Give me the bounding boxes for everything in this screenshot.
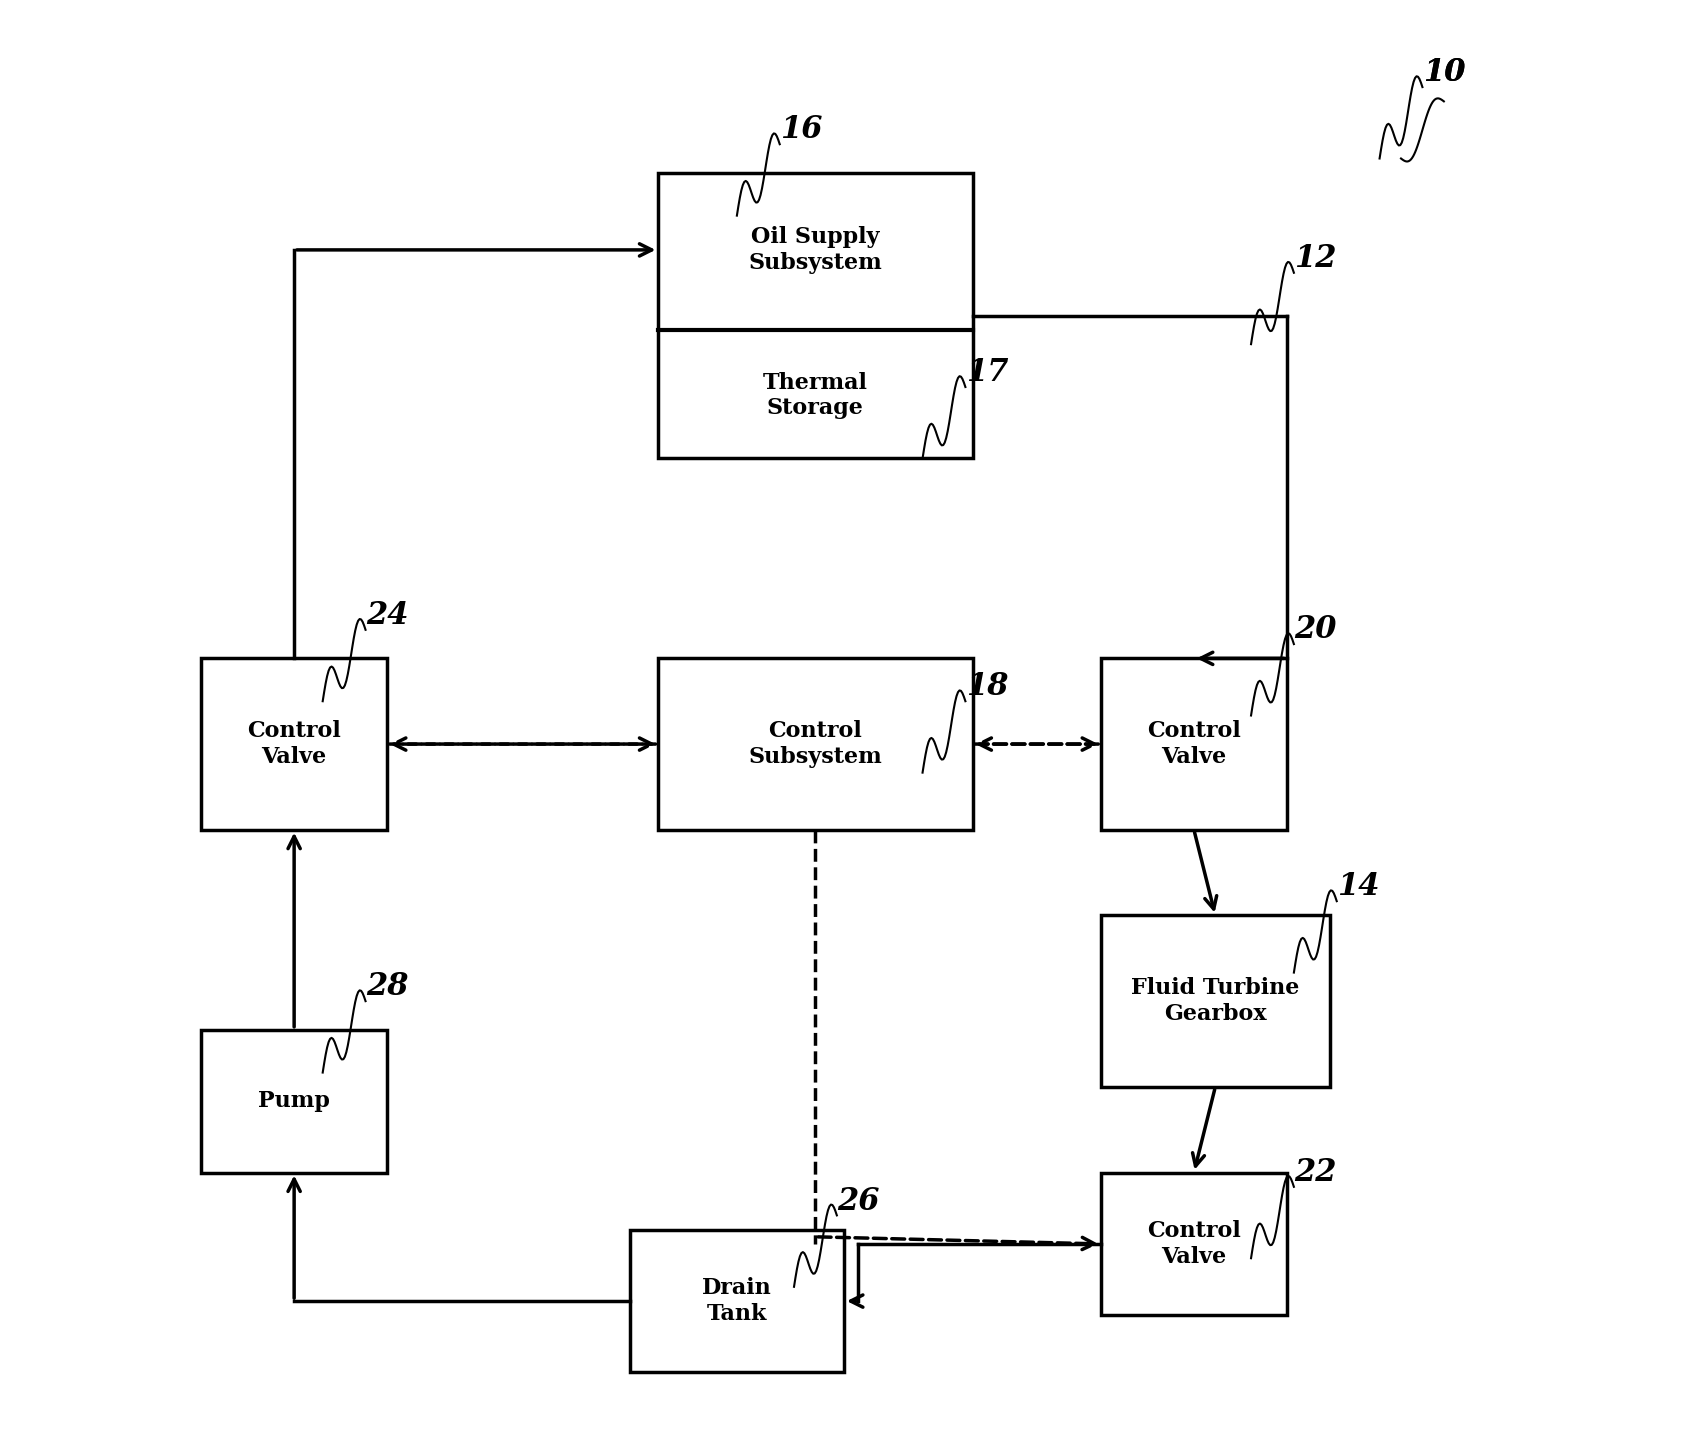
- Bar: [1101, 916, 1330, 1086]
- Text: Control
Subsystem: Control Subsystem: [748, 720, 883, 768]
- Text: 16: 16: [780, 114, 822, 146]
- Text: 28: 28: [366, 972, 408, 1002]
- Bar: [201, 658, 387, 830]
- Bar: [1101, 1172, 1286, 1315]
- Text: 26: 26: [837, 1186, 879, 1216]
- Text: Thermal
Storage: Thermal Storage: [763, 372, 868, 419]
- Text: Control
Valve: Control Valve: [1148, 1221, 1241, 1268]
- Text: 14: 14: [1337, 871, 1379, 903]
- Text: 18: 18: [966, 671, 1008, 703]
- Bar: [201, 1030, 387, 1172]
- Text: 24: 24: [366, 600, 408, 631]
- Text: 12: 12: [1295, 243, 1337, 273]
- Bar: [630, 1229, 844, 1372]
- Bar: [1101, 658, 1286, 830]
- Text: Oil Supply
Subsystem: Oil Supply Subsystem: [748, 226, 883, 273]
- Text: 17: 17: [966, 358, 1008, 388]
- Text: 10: 10: [1423, 57, 1465, 89]
- Text: Control
Valve: Control Valve: [1148, 720, 1241, 768]
- Text: 22: 22: [1295, 1158, 1337, 1188]
- Bar: [658, 658, 972, 830]
- Text: 20: 20: [1295, 614, 1337, 645]
- Text: Fluid Turbine
Gearbox: Fluid Turbine Gearbox: [1131, 977, 1300, 1025]
- Text: Control
Valve: Control Valve: [246, 720, 341, 768]
- Bar: [658, 173, 972, 458]
- Text: Drain
Tank: Drain Tank: [702, 1278, 771, 1325]
- Text: 10: 10: [1423, 57, 1465, 89]
- Text: Pump: Pump: [258, 1090, 331, 1112]
